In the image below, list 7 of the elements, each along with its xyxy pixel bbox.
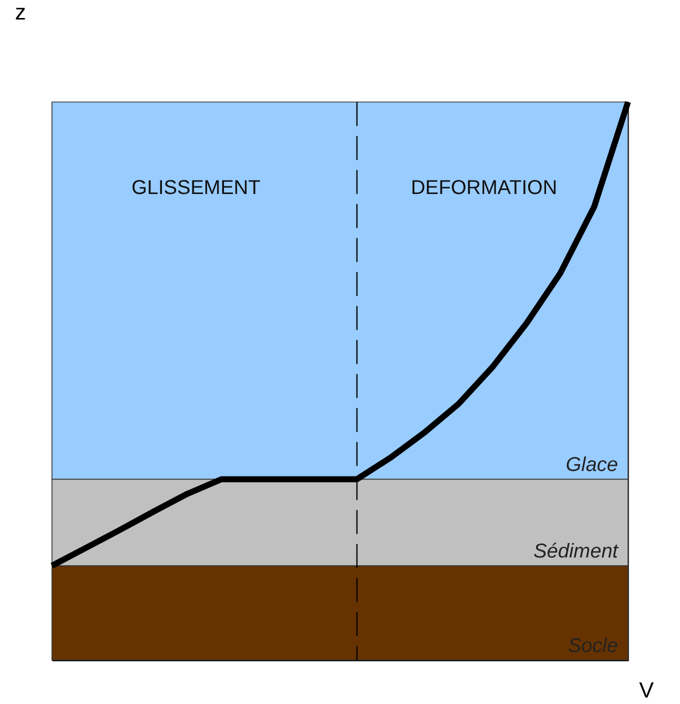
annotation: GLISSEMENT [132, 177, 260, 199]
x-axis-title: V [639, 678, 654, 702]
band-label: Socle [568, 635, 618, 657]
band-label: Glace [566, 454, 618, 476]
annotation: DEFORMATION [410, 177, 558, 199]
y-axis-title: z [15, 0, 26, 24]
band-label: Sédiment [534, 540, 620, 563]
